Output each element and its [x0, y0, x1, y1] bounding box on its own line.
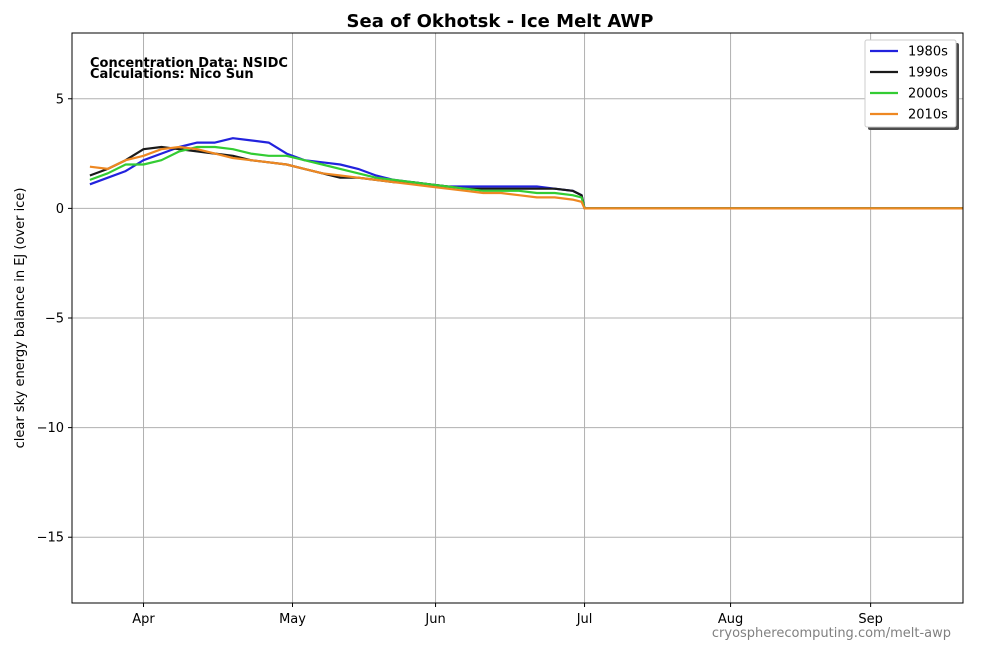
annotation-concentration: Concentration Data: NSIDC [90, 56, 288, 71]
y-tick-label: −15 [37, 531, 64, 546]
annotation-calculations: Calculations: Nico Sun [90, 67, 254, 82]
x-tick-label: Sep [858, 612, 883, 627]
x-tick-label: Aug [718, 612, 743, 627]
legend: 1980s 1990s 2000s 2010s [864, 39, 959, 130]
legend-label: 2010s [908, 108, 948, 123]
chart-title: Sea of Okhotsk - Ice Melt AWP [347, 11, 654, 32]
series-line-2000s [89, 145, 963, 210]
series-layer [89, 137, 963, 210]
legend-box [864, 39, 957, 128]
x-tick-label: May [279, 612, 306, 627]
y-tick-label: 0 [56, 202, 64, 217]
y-axis-label: clear sky energy balance in EJ (over ice… [13, 188, 28, 449]
credit-text: cryospherecomputing.com/melt-awp [712, 626, 951, 641]
legend-label: 2000s [908, 87, 948, 102]
x-tick-label: Jun [424, 612, 445, 627]
x-tick-label: Apr [132, 612, 155, 627]
legend-label: 1980s [908, 45, 948, 60]
series-line-2010s [89, 145, 963, 210]
legend-label: 1990s [908, 66, 948, 81]
y-tick-label: 5 [56, 92, 64, 107]
y-tick-label: −10 [37, 421, 64, 436]
y-axis: 5 0 −5 −10 −15 [37, 92, 72, 546]
y-tick-label: −5 [45, 312, 64, 327]
x-axis: Apr May Jun Jul Aug Sep [132, 603, 883, 627]
x-tick-label: Jul [576, 612, 593, 627]
